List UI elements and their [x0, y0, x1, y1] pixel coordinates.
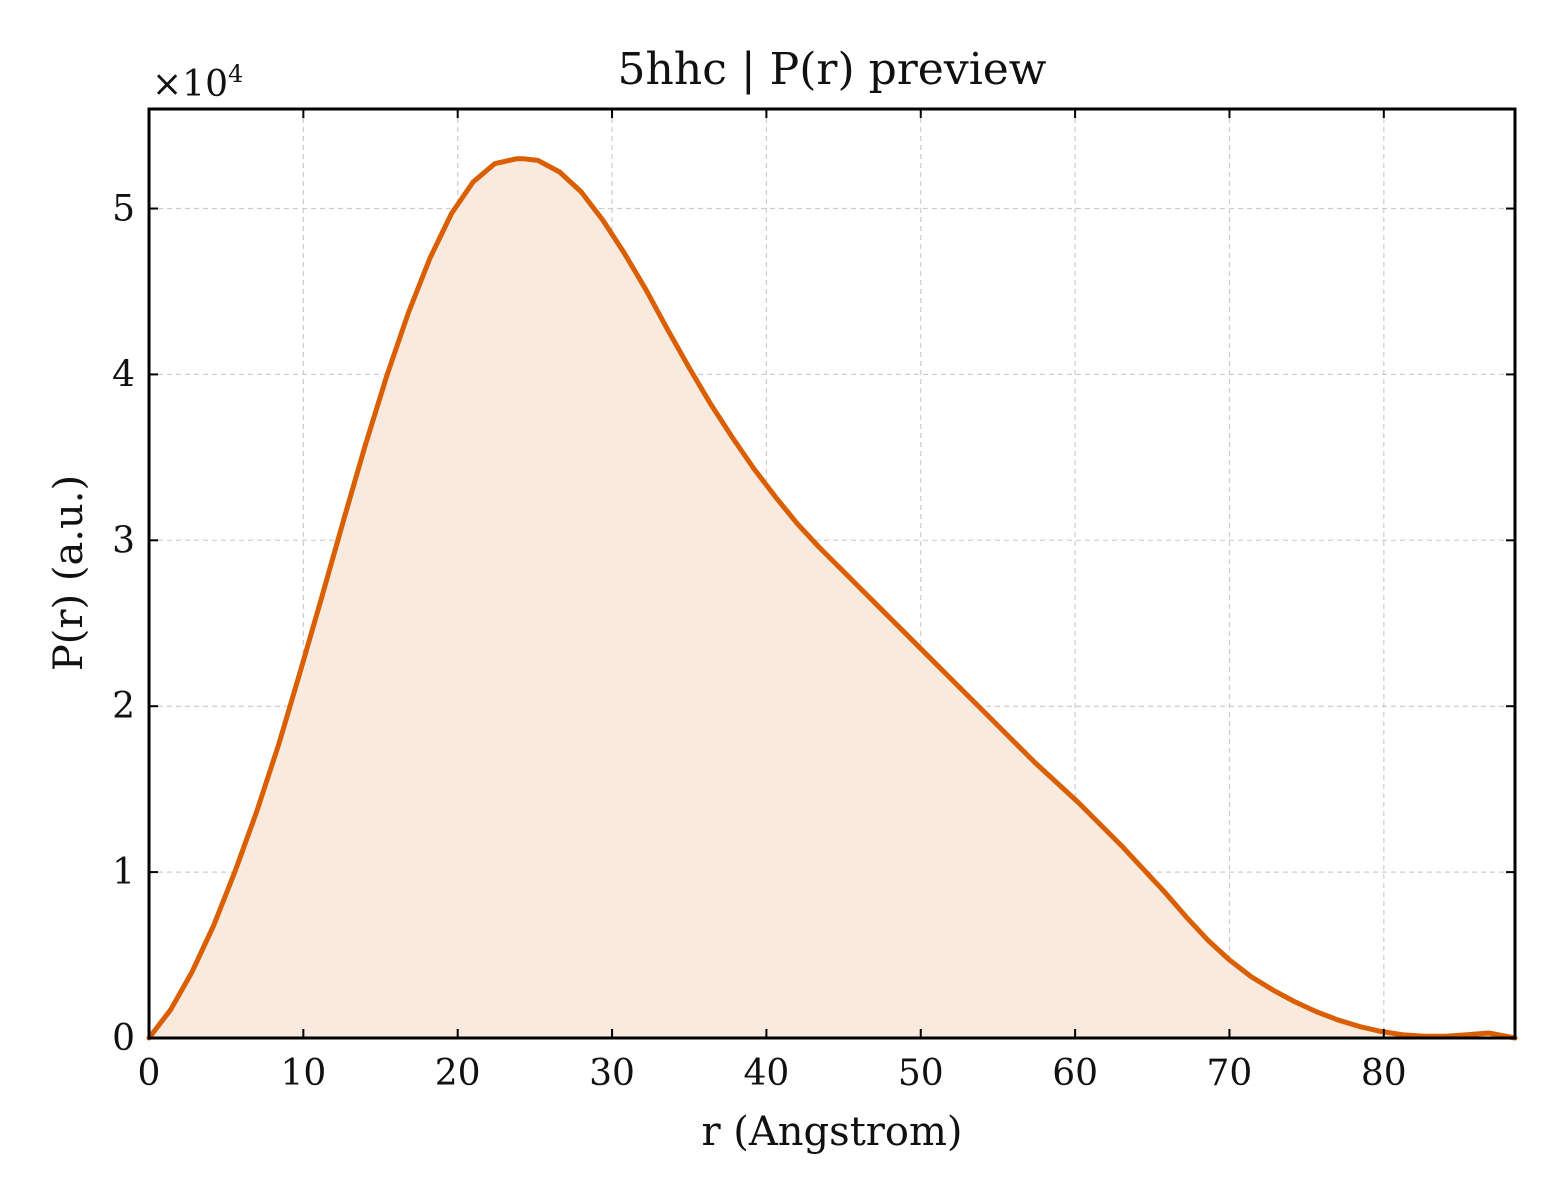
- x-tick-label: 20: [435, 1053, 481, 1094]
- plot-frame: [147, 107, 1517, 1040]
- y-tick-label: 3: [112, 520, 135, 561]
- chart-title: 5hhc | P(r) preview: [618, 44, 1047, 95]
- x-axis-label: r (Angstrom): [701, 1109, 962, 1155]
- y-axis: 0 1 2 3 4 5: [112, 189, 1515, 1059]
- x-tick-label: 10: [280, 1053, 326, 1094]
- x-tick-label: 0: [138, 1053, 161, 1094]
- y-tick-label: 4: [112, 354, 135, 395]
- x-tick-label: 70: [1207, 1053, 1253, 1094]
- y-tick-label: 1: [112, 852, 135, 893]
- area-fill: [149, 158, 1515, 1039]
- series-line: [146, 156, 1518, 1041]
- y-multiplier: ×104: [152, 60, 243, 105]
- x-tick-label: 60: [1052, 1053, 1098, 1094]
- x-axis: 0 10 20 30 40 50 60 70 80: [138, 109, 1407, 1094]
- x-tick-label: 30: [589, 1053, 635, 1094]
- y-tick-label: 2: [112, 686, 135, 727]
- y-multiplier-exponent: 4: [228, 60, 243, 88]
- x-tick-label: 50: [898, 1053, 944, 1094]
- x-tick-label: 40: [743, 1053, 789, 1094]
- y-tick-label: 0: [112, 1018, 135, 1059]
- y-axis-label: P(r) (a.u.): [46, 475, 92, 671]
- y-tick-label: 5: [112, 189, 135, 230]
- y-multiplier-base: ×10: [152, 64, 228, 105]
- x-tick-label: 80: [1361, 1053, 1407, 1094]
